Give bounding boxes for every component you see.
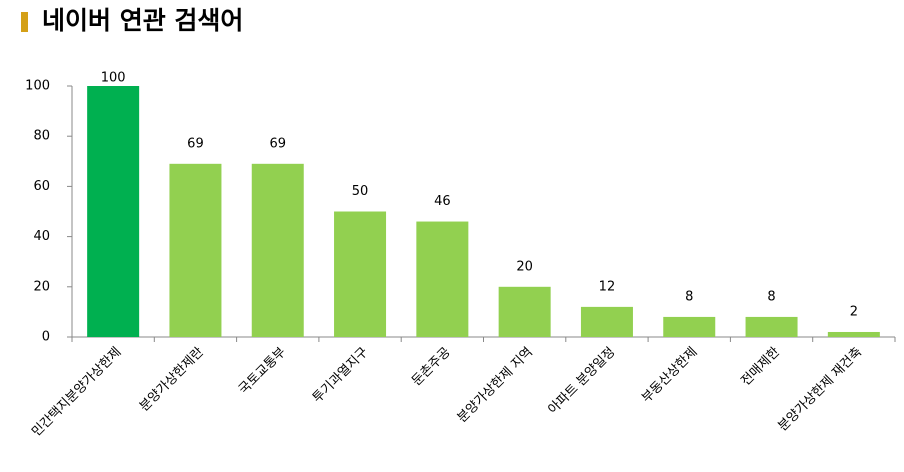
bar [87, 86, 140, 337]
bar [580, 306, 633, 337]
data-label: 2 [850, 304, 858, 319]
data-label: 8 [767, 289, 775, 304]
data-label: 46 [434, 194, 451, 209]
x-tick-label: 국토교통부 [236, 345, 289, 398]
x-tick-label: 분양가상한제 재건축 [776, 345, 866, 435]
x-tick-label: 둔촌주공 [409, 345, 453, 389]
data-label: 8 [685, 289, 693, 304]
x-tick-label: 분양가상한제 지역 [455, 345, 536, 426]
y-tick-label: 0 [42, 330, 50, 345]
data-label: 100 [101, 71, 126, 86]
y-tick-label: 80 [33, 129, 50, 144]
title-marker [21, 12, 28, 32]
x-tick-label: 전매제한 [738, 345, 782, 389]
x-tick-label: 민간택지분양가상한제 [29, 345, 124, 440]
x-tick-label: 아파트 분양일정 [546, 345, 619, 418]
y-tick-label: 40 [33, 229, 50, 244]
bar [416, 221, 469, 337]
bar [251, 163, 304, 337]
x-tick-label: 부동산상한제 [639, 345, 700, 406]
y-tick-label: 20 [33, 279, 50, 294]
data-label: 69 [269, 136, 286, 151]
bar [827, 331, 880, 337]
bar [334, 211, 387, 337]
y-tick-label: 100 [25, 79, 50, 94]
data-label: 50 [352, 184, 369, 199]
x-tick-label: 분양가상한제란 [137, 345, 207, 415]
data-label: 69 [187, 136, 204, 151]
chart-title: 네이버 연관 검색어 [42, 6, 243, 35]
bar [745, 316, 798, 337]
x-tick-label: 투기과열지구 [310, 345, 371, 406]
y-tick-label: 60 [33, 179, 50, 194]
bar [498, 286, 551, 337]
data-label: 12 [599, 279, 616, 294]
data-label: 20 [516, 259, 533, 274]
bar [169, 163, 222, 337]
bar [663, 316, 716, 337]
